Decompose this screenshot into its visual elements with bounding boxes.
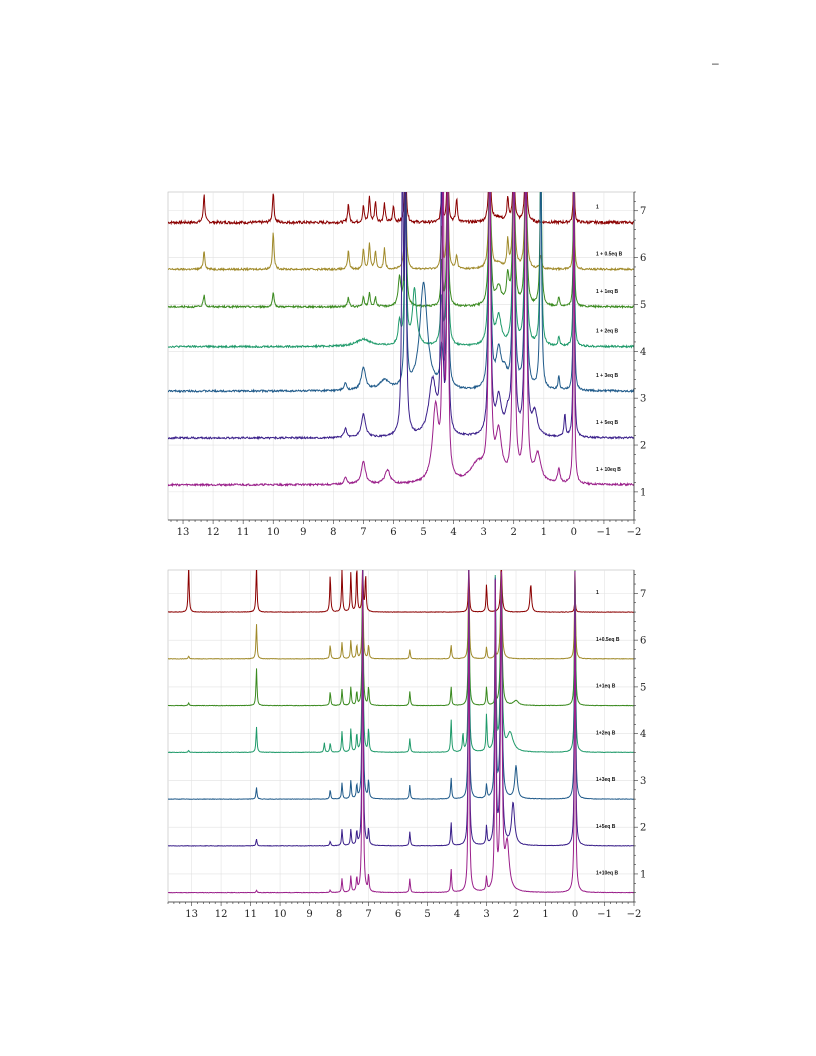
x-tick-label: 10	[267, 527, 280, 538]
x-tick-label: 13	[177, 527, 190, 538]
x-tick-label: 3	[483, 909, 489, 920]
right-tick-label: 6	[640, 253, 646, 264]
trace-label: 1+1eq B	[596, 684, 616, 690]
x-tick-label: 6	[390, 527, 396, 538]
x-tick-label: 13	[185, 909, 198, 920]
x-tick-label: 5	[420, 527, 426, 538]
x-tick-label: 4	[450, 527, 456, 538]
x-tick-label: 0	[572, 909, 578, 920]
right-tick-label: 6	[640, 636, 646, 647]
right-tick-label: 2	[640, 441, 646, 452]
trace-label: 1+3eq B	[596, 777, 616, 783]
x-tick-label: −2	[627, 527, 642, 538]
trace-label: 1 + 5eq B	[596, 420, 618, 426]
spectrum-trace	[168, 570, 634, 660]
x-tick-label: 2	[511, 527, 517, 538]
spectrum-trace	[168, 570, 634, 800]
x-tick-label: 0	[571, 527, 577, 538]
x-tick-label: 10	[274, 909, 287, 920]
right-tick-label: 5	[640, 682, 646, 693]
x-tick-label: 2	[513, 909, 519, 920]
x-tick-label: 6	[395, 909, 401, 920]
spectrum-trace	[168, 570, 634, 894]
x-tick-label: 9	[300, 527, 306, 538]
x-tick-label: 8	[330, 527, 336, 538]
right-tick-label: 3	[640, 776, 646, 787]
spectrum-trace	[168, 570, 634, 847]
right-tick-label: 7	[640, 589, 646, 600]
trace-label: 1	[596, 590, 599, 596]
trace-label: 1+5eq B	[596, 824, 616, 830]
trace-label: 1 + 0.5eq B	[596, 251, 623, 257]
nmr-stack-chart-bottom: 1 1+0.5eq B 1+1eq B 1+2eq B 1+3eq B 1+5eq B 1+…	[150, 564, 650, 928]
x-tick-label: 1	[542, 909, 548, 920]
x-tick-label: 9	[306, 909, 312, 920]
x-tick-label: 8	[336, 909, 342, 920]
spectrum-trace	[168, 570, 634, 613]
x-tick-label: −1	[597, 527, 612, 538]
right-tick-label: 7	[640, 206, 646, 217]
spectrum-trace	[168, 192, 634, 226]
right-tick-label: 4	[640, 729, 646, 740]
right-tick-label: 1	[640, 869, 646, 880]
spectrum-trace	[168, 570, 634, 707]
nmr-stack-chart-top: 1 1 + 0.5eq B 1 + 1eq B 1 + 2eq B 1 + 3eq B 1…	[150, 186, 650, 546]
nmr-stack-plot-bottom: 1 1+0.5eq B 1+1eq B 1+2eq B 1+3eq B 1+5eq B 1+…	[167, 569, 646, 920]
page-corner-mark: –	[712, 56, 719, 70]
spectrum-trace	[168, 192, 634, 441]
x-tick-label: −1	[597, 909, 612, 920]
spectrum-trace	[168, 192, 634, 272]
trace-label: 1+0.5eq B	[596, 637, 620, 643]
trace-label: 1+10eq B	[596, 871, 618, 877]
x-tick-label: 12	[215, 909, 228, 920]
trace-label: 1 + 10eq B	[596, 467, 621, 473]
right-tick-label: 4	[640, 347, 646, 358]
right-tick-label: 1	[640, 487, 646, 498]
x-tick-label: 1	[541, 527, 547, 538]
trace-label: 1 + 2eq B	[596, 329, 618, 335]
trace-label: 1 + 1eq B	[596, 289, 618, 295]
nmr-stack-plot-top: 1 1 + 0.5eq B 1 + 1eq B 1 + 2eq B 1 + 3eq B 1…	[167, 191, 646, 538]
x-tick-label: 12	[207, 527, 220, 538]
spectrum-trace	[168, 192, 634, 310]
x-tick-label: 3	[480, 527, 486, 538]
plot-frame	[167, 569, 635, 903]
spectrum-trace	[168, 570, 634, 754]
spectrum-trace	[168, 192, 634, 488]
trace-label: 1+2eq B	[596, 730, 616, 736]
trace-label: 1 + 3eq B	[596, 373, 618, 379]
x-tick-label: 11	[244, 909, 257, 920]
x-tick-label: 7	[360, 527, 366, 538]
x-tick-label: −2	[627, 909, 642, 920]
x-tick-label: 5	[424, 909, 430, 920]
right-tick-label: 3	[640, 394, 646, 405]
x-tick-label: 7	[365, 909, 371, 920]
x-tick-label: 11	[237, 527, 250, 538]
x-tick-label: 4	[454, 909, 460, 920]
trace-label: 1	[596, 204, 599, 210]
right-tick-label: 5	[640, 300, 646, 311]
right-tick-label: 2	[640, 823, 646, 834]
